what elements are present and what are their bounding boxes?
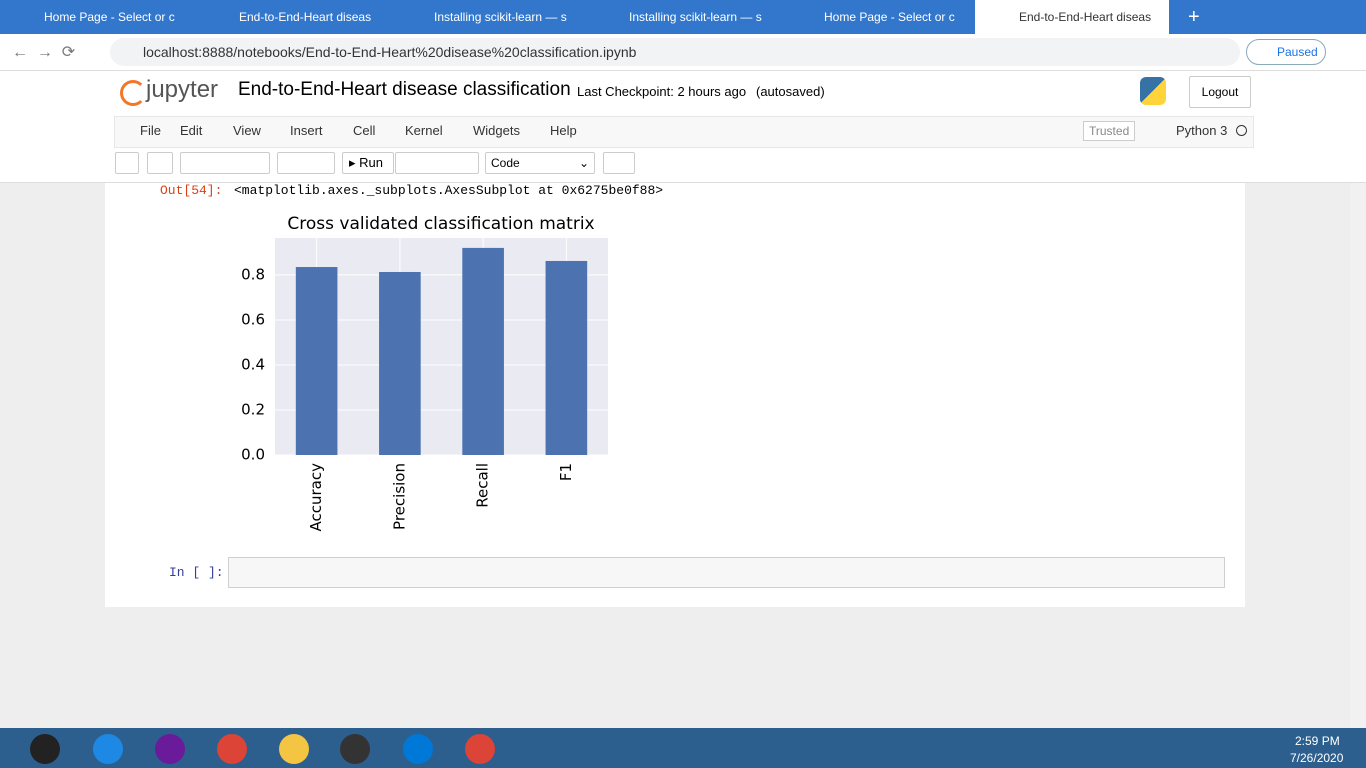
x-tick-label: Accuracy [307, 463, 325, 532]
menubar: File Edit View Insert Cell Kernel Widgets Help [114, 116, 1254, 148]
browser-tab[interactable]: Installing scikit-learn — s [434, 10, 567, 24]
y-tick-label: 0.6 [241, 310, 265, 328]
chart: Cross validated classification matrix 0.… [241, 214, 608, 532]
menu-item[interactable]: Cell [353, 123, 376, 138]
add-cell-button[interactable] [147, 152, 173, 174]
taskbar [0, 728, 1366, 768]
menu-item[interactable]: Kernel [405, 123, 443, 138]
trusted-indicator[interactable]: Trusted [1083, 121, 1136, 141]
browser-tab[interactable]: Installing scikit-learn — s [629, 10, 762, 24]
bar [379, 271, 421, 455]
jupyter-logo[interactable]: jupyter [146, 76, 219, 103]
keyboard-button[interactable] [603, 152, 635, 174]
y-tick-label: 0.4 [241, 355, 265, 373]
y-tick-label: 0.2 [241, 400, 265, 418]
browser-tab[interactable]: End-to-End-Heart diseas [975, 0, 1169, 34]
x-tick-label: F1 [557, 463, 575, 481]
taskbar-app[interactable] [465, 734, 495, 764]
tab-strip: Home Page - Select or c End-to-End-Heart … [0, 0, 1366, 34]
cell-type: Code [491, 156, 520, 170]
edit-buttons[interactable] [180, 152, 270, 174]
input-cell[interactable] [228, 557, 1225, 588]
save-button[interactable] [115, 152, 139, 174]
url: localhost:8888/notebooks/End-to-End-Hear… [143, 44, 637, 60]
menu-item[interactable]: Edit [180, 123, 203, 138]
taskbar-app[interactable] [217, 734, 247, 764]
in-prompt: In [ ]: [169, 565, 224, 580]
y-tick-label: 0.8 [241, 265, 265, 283]
bar [545, 260, 588, 455]
bar [295, 267, 338, 455]
y-tick-label: 0.0 [241, 446, 265, 464]
kernel-buttons[interactable] [395, 152, 479, 174]
taskbar-app[interactable] [403, 734, 433, 764]
kernel-indicator [1236, 125, 1247, 136]
bar [462, 247, 504, 455]
new-tab[interactable]: + [1188, 6, 1200, 28]
logout-button[interactable]: Logout [1189, 76, 1251, 108]
menu-item[interactable]: File [140, 123, 161, 138]
x-tick-label: Precision [390, 463, 408, 530]
browser-tab[interactable]: Home Page - Select or c [44, 10, 175, 24]
output-text: <matplotlib.axes._subplots.AxesSubplot a… [234, 183, 664, 198]
run-label: Run [359, 155, 383, 170]
taskbar-app[interactable] [279, 734, 309, 764]
taskbar-app[interactable] [340, 734, 370, 764]
x-tick-label: Recall [474, 463, 492, 508]
out-prompt: Out[54]: [160, 183, 223, 198]
clock-time: 2:59 PM [1295, 734, 1340, 748]
menu-item[interactable]: View [233, 123, 261, 138]
clock-date: 7/26/2020 [1290, 751, 1344, 765]
checkpoint: Last Checkpoint: 2 hours ago [577, 84, 747, 99]
taskbar-app[interactable] [155, 734, 185, 764]
python-logo [1140, 77, 1166, 105]
taskbar-app[interactable] [30, 734, 60, 764]
menu-item[interactable]: Help [550, 123, 577, 138]
taskbar-app[interactable] [93, 734, 123, 764]
menu-item[interactable]: Insert [290, 123, 323, 138]
move-buttons[interactable] [277, 152, 335, 174]
address-bar: ← → ⟳ localhost:8888/notebooks/End-to-En… [0, 34, 1366, 71]
cell-type-select[interactable]: Code ⌄ [485, 152, 595, 174]
profile-status: Paused [1277, 45, 1318, 59]
jupyter-icon [120, 80, 146, 106]
browser-tab[interactable]: End-to-End-Heart diseas [239, 10, 372, 24]
chart-title: Cross validated classification matrix [287, 214, 594, 234]
profile-button[interactable] [1246, 39, 1326, 65]
run-button[interactable]: ▸ Run [342, 152, 394, 174]
scrollbar[interactable] [1350, 183, 1366, 728]
omnibox[interactable] [110, 38, 1240, 66]
nav-buttons[interactable]: ← → ⟳ [12, 44, 76, 61]
kernel-name: Python 3 [1176, 123, 1228, 138]
notebook-title[interactable]: End-to-End-Heart disease classification [238, 79, 571, 100]
browser-tab[interactable]: Home Page - Select or c [824, 10, 955, 24]
autosaved: (autosaved) [756, 84, 825, 99]
menu-item[interactable]: Widgets [473, 123, 520, 138]
